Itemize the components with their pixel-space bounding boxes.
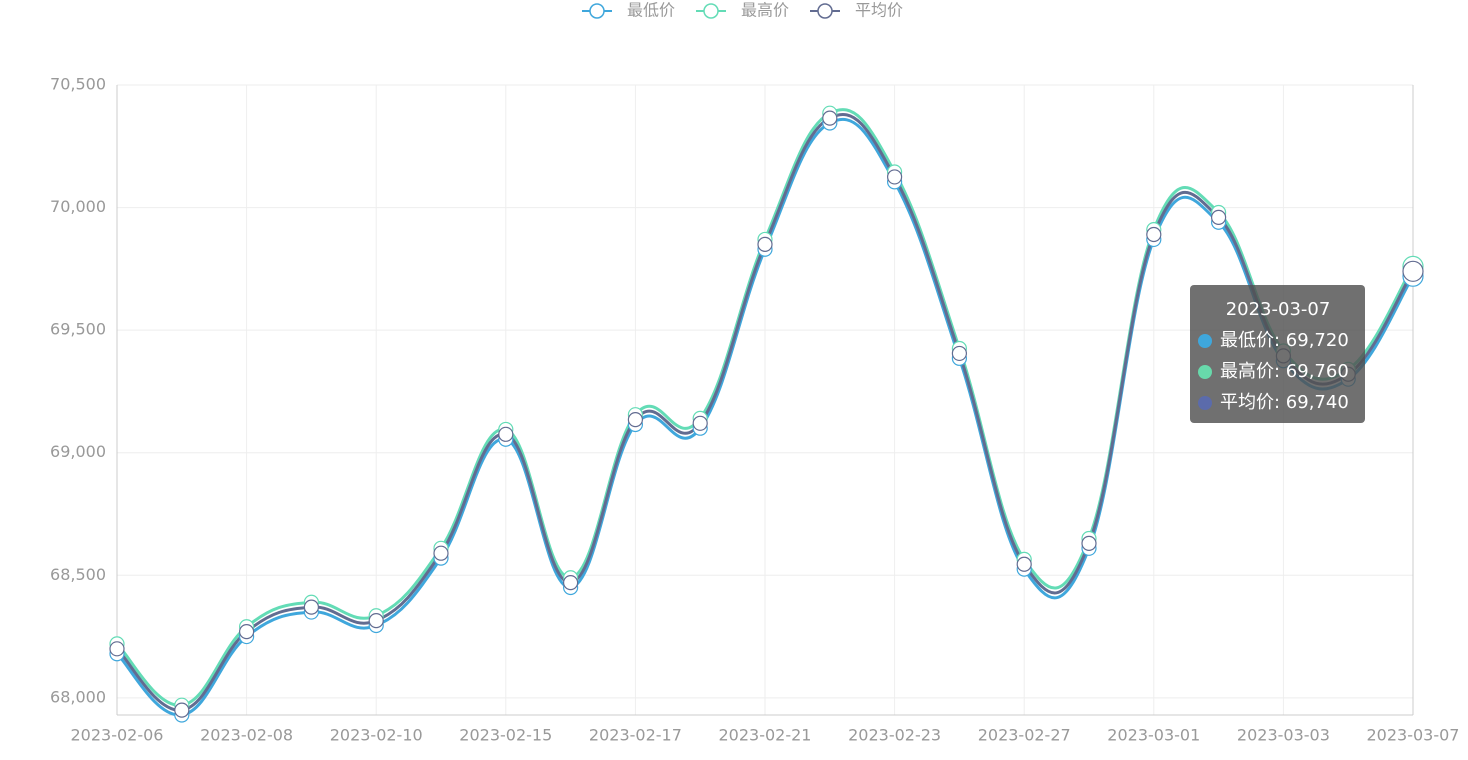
data-point — [562, 575, 579, 591]
x-tick-label: 2023-02-08 — [200, 726, 293, 745]
data-point — [886, 169, 903, 185]
data-point — [1146, 226, 1162, 243]
y-tick-label: 70,500 — [50, 75, 106, 94]
x-tick-label: 2023-03-03 — [1237, 726, 1330, 745]
y-tick-label: 69,000 — [50, 442, 106, 461]
y-tick-label: 69,500 — [50, 320, 106, 339]
data-point — [1402, 260, 1424, 282]
data-point — [109, 641, 125, 657]
data-point — [627, 412, 644, 428]
data-point — [757, 236, 773, 252]
x-tick-label: 2023-02-27 — [978, 726, 1071, 745]
legend-icon — [703, 3, 719, 19]
data-point — [303, 599, 319, 615]
data-point — [239, 624, 255, 640]
tooltip-box — [1190, 285, 1365, 423]
y-tick-label: 68,500 — [50, 565, 106, 584]
data-point — [368, 613, 384, 629]
data-point — [951, 345, 968, 362]
tooltip-item: 最低价: 69,720 — [1220, 330, 1349, 351]
x-tick-label: 2023-02-17 — [589, 726, 682, 745]
x-tick-label: 2023-02-10 — [330, 726, 423, 745]
tooltip-item: 最高价: 69,760 — [1220, 361, 1349, 382]
legend-icon — [589, 3, 605, 19]
x-tick-label: 2023-03-07 — [1367, 726, 1460, 745]
x-tick-label: 2023-02-15 — [459, 726, 552, 745]
data-point — [1210, 209, 1227, 225]
x-tick-label: 2023-02-21 — [719, 726, 812, 745]
data-point — [1016, 556, 1032, 572]
y-tick-label: 70,000 — [50, 197, 106, 216]
y-tick-label: 68,000 — [50, 687, 106, 706]
data-point — [822, 110, 838, 126]
tooltip-dot — [1198, 365, 1212, 379]
legend-label: 最低价 — [627, 1, 675, 20]
data-point — [692, 415, 708, 431]
tooltip: 2023-03-07 最低价: 69,720 最高价: 69,760 平均价: 69,… — [1190, 285, 1365, 423]
data-point — [498, 426, 514, 442]
legend-label: 最高价 — [741, 1, 789, 20]
legend: 最低价 最高价 平均价 — [582, 1, 903, 20]
tooltip-title: 2023-03-07 — [1226, 299, 1331, 320]
x-tick-label: 2023-02-06 — [71, 726, 164, 745]
tooltip-dot — [1198, 334, 1212, 348]
data-point — [174, 702, 190, 718]
data-point — [433, 545, 449, 561]
x-tick-label: 2023-03-01 — [1107, 726, 1200, 745]
legend-label: 平均价 — [855, 1, 903, 20]
tooltip-dot — [1198, 396, 1212, 410]
x-tick-label: 2023-02-23 — [848, 726, 941, 745]
legend-icon — [817, 3, 833, 19]
data-point — [1081, 535, 1097, 552]
tooltip-item: 平均价: 69,740 — [1220, 392, 1349, 413]
